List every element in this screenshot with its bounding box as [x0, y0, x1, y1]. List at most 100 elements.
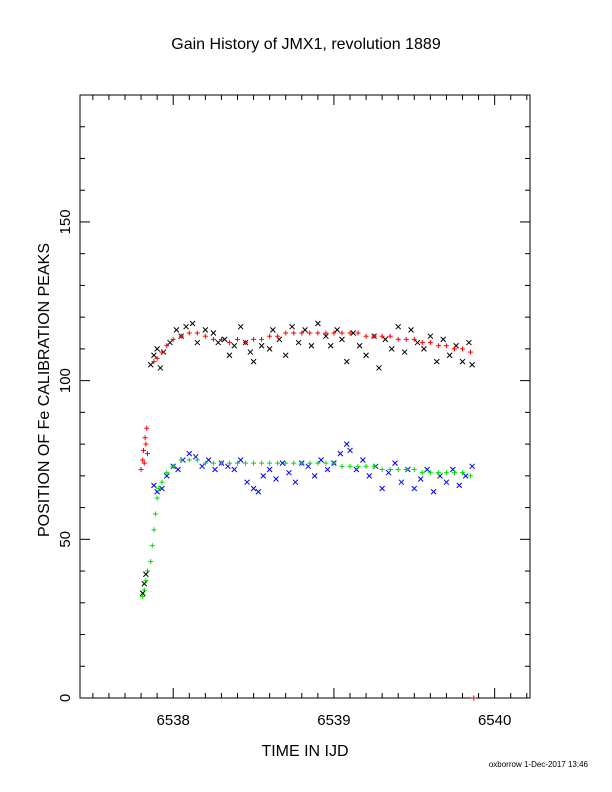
data-point: [469, 361, 475, 368]
data-point: [430, 488, 437, 495]
data-point: [339, 330, 345, 336]
data-point: [324, 466, 331, 473]
x-tick-label: 6539: [317, 712, 350, 729]
data-point: [164, 343, 170, 349]
data-point: [291, 460, 297, 466]
data-point: [360, 457, 366, 463]
data-point: [237, 457, 244, 463]
data-point: [231, 342, 238, 349]
data-point: [243, 460, 249, 466]
data-point: [141, 580, 148, 587]
data-point: [468, 473, 474, 479]
plot-frame: [79, 94, 531, 699]
data-point: [194, 457, 200, 463]
data-point: [151, 527, 157, 533]
data-point: [210, 330, 217, 336]
data-point: [451, 346, 457, 352]
data-point: [250, 358, 257, 365]
data-point: [337, 450, 344, 457]
data-point: [435, 343, 441, 349]
data-point: [387, 333, 393, 339]
data-point: [250, 485, 257, 492]
data-point: [446, 352, 453, 359]
data-point: [259, 336, 265, 342]
data-point: [318, 457, 324, 463]
data-point: [315, 320, 321, 327]
data-point: [291, 330, 297, 336]
data-point: [387, 466, 393, 472]
chart-title: Gain History of JMX1, revolution 1889: [171, 36, 441, 53]
data-point: [226, 340, 232, 346]
data-point: [347, 330, 353, 336]
data-point: [226, 352, 233, 359]
data-point: [282, 352, 289, 359]
data-point: [175, 466, 181, 473]
data-point: [462, 472, 469, 479]
data-point: [267, 460, 273, 466]
data-point: [366, 472, 373, 479]
y-tick-label: 150: [57, 209, 74, 234]
data-point: [258, 342, 265, 349]
data-point: [443, 479, 450, 486]
data-point: [382, 336, 389, 343]
data-point: [173, 326, 180, 333]
data-point: [279, 460, 286, 467]
data-point: [194, 330, 200, 336]
data-point: [275, 460, 281, 466]
data-point: [142, 435, 148, 441]
data-point: [376, 365, 382, 371]
data-point: [255, 488, 262, 495]
data-point: [398, 479, 405, 486]
data-point: [235, 336, 240, 342]
data-point: [392, 460, 398, 467]
data-point: [334, 326, 340, 333]
data-point: [307, 330, 313, 336]
data-point: [315, 460, 321, 466]
data-point: [451, 470, 457, 476]
data-point: [183, 323, 189, 330]
data-point: [395, 323, 402, 330]
data-point: [202, 460, 208, 466]
data-point: [259, 460, 265, 466]
data-point: [323, 460, 329, 466]
data-point: [178, 333, 184, 339]
data-point: [343, 358, 350, 365]
data-point: [315, 330, 321, 336]
data-point: [151, 482, 157, 489]
data-point: [151, 359, 157, 365]
data-point: [302, 326, 308, 333]
data-point: [347, 463, 353, 469]
data-point: [371, 463, 377, 469]
data-point: [145, 451, 150, 457]
data-point: [299, 330, 305, 336]
data-point: [339, 336, 345, 343]
data-point: [186, 457, 192, 463]
data-point: [419, 340, 425, 346]
data-point: [456, 482, 463, 489]
data-point: [205, 457, 212, 463]
data-point: [379, 466, 385, 472]
data-point: [141, 460, 147, 466]
y-axis-label: POSITION OF Fe CALIBRATION PEAKS: [36, 243, 53, 537]
data-point: [251, 460, 257, 466]
data-point: [299, 460, 305, 466]
y-tick-label: 0: [57, 694, 74, 702]
data-point: [247, 349, 254, 355]
data-point: [459, 358, 466, 365]
data-point: [411, 336, 417, 342]
data-point: [164, 470, 170, 476]
data-point: [395, 466, 401, 472]
data-point: [289, 323, 295, 330]
data-point: [327, 342, 334, 349]
data-point: [414, 339, 421, 346]
data-point: [355, 330, 361, 336]
data-point: [443, 343, 449, 349]
data-point: [401, 349, 408, 355]
data-point: [139, 590, 146, 597]
data-point: [218, 460, 224, 466]
data-point: [427, 333, 434, 340]
data-point: [323, 333, 329, 340]
data-point: [331, 460, 337, 466]
x-axis-label: TIME IN IJD: [261, 743, 348, 760]
